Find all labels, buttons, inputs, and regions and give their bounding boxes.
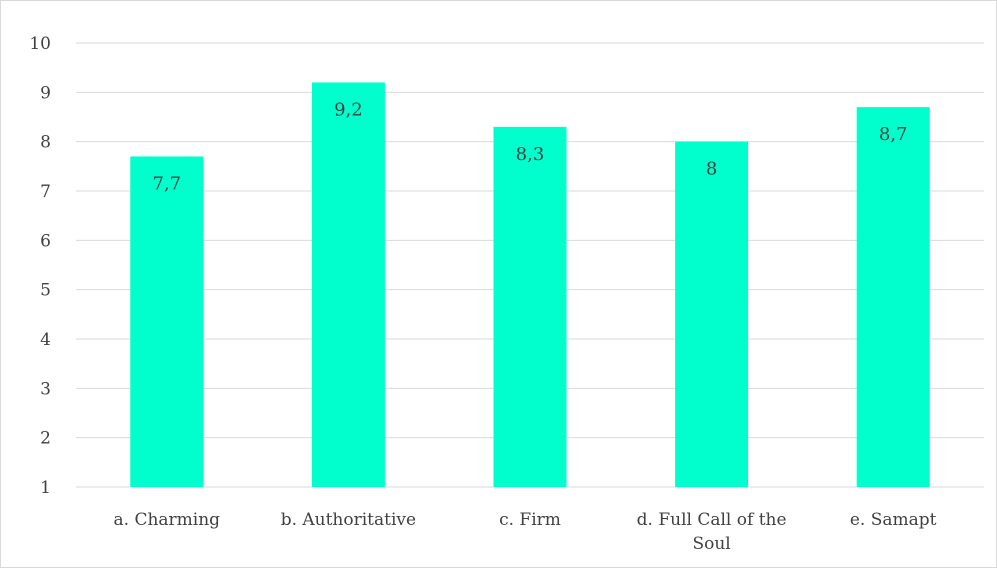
y-tick-label: 6 [40,231,51,251]
y-tick-label: 5 [40,281,51,301]
x-category-label: e. Samapt [850,510,937,530]
y-tick-label: 2 [40,429,51,449]
x-category-label: a. Charming [114,510,221,530]
y-tick-label: 4 [40,330,51,350]
data-label: 8,7 [879,124,908,145]
x-category-label: c. Firm [499,510,561,530]
x-category-label: d. Full Call of the Soul [637,510,787,554]
y-tick-label: 1 [40,478,51,498]
data-label: 8,3 [516,144,545,165]
bar [311,82,385,487]
y-tick-label: 3 [40,379,51,399]
data-labels: 7,7 9,2 8,3 8 8,7 [152,99,907,194]
y-tick-label: 8 [40,133,51,153]
bars [130,82,930,487]
data-label: 9,2 [334,99,363,120]
bar [856,107,930,487]
data-label: 8 [706,159,717,180]
y-tick-label: 7 [40,182,51,202]
bar [675,141,749,487]
bar [130,156,204,487]
bar [493,126,567,487]
y-axis-tick-labels: 1 2 3 4 5 6 7 8 9 10 [29,34,51,498]
x-axis-category-labels: a. Charming b. Authoritative c. Firm d. Ful… [114,510,937,554]
y-tick-label: 10 [29,34,51,54]
x-category-label: b. Authoritative [281,510,416,530]
data-label: 7,7 [152,173,181,194]
y-tick-label: 9 [40,83,51,103]
